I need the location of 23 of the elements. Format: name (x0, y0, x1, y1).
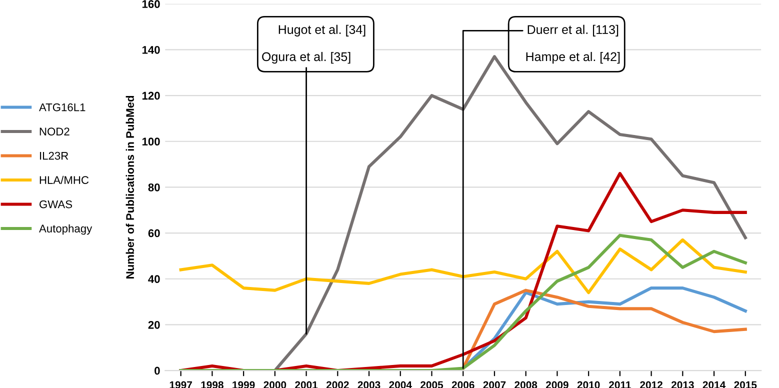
legend-label: HLA/MHC (40, 176, 89, 184)
annotation: Ogura et al. [35] (262, 52, 350, 64)
line-series (179, 172, 747, 371)
line-series (179, 234, 747, 371)
line-series (179, 238, 747, 294)
y-tick-label: 40 (148, 275, 160, 284)
annotation: Hampe et al. [42] (526, 52, 620, 64)
y-tick-label: 140 (142, 46, 160, 54)
y-axis-title: Number of Publications in PubMed (126, 96, 134, 278)
legend-label: IL23R (40, 152, 68, 160)
legend-label: Autophagy (39, 224, 92, 235)
legend-label: NOD2 (40, 128, 70, 136)
y-tick-label: 80 (148, 183, 160, 192)
y-tick-label: 20 (148, 320, 160, 329)
annotation: Duerr et al. [113] (528, 24, 618, 36)
annotation: Hugot et al. [34] (278, 24, 366, 36)
y-tick-label: 120 (142, 92, 160, 100)
legend-label: GWAS (40, 200, 72, 208)
y-tick-label: 100 (142, 138, 160, 146)
y-tick-label: 160 (142, 0, 160, 8)
y-tick-label: 0 (154, 366, 160, 375)
legend-label: ATG16L1 (39, 103, 86, 112)
y-tick-label: 60 (148, 229, 160, 238)
